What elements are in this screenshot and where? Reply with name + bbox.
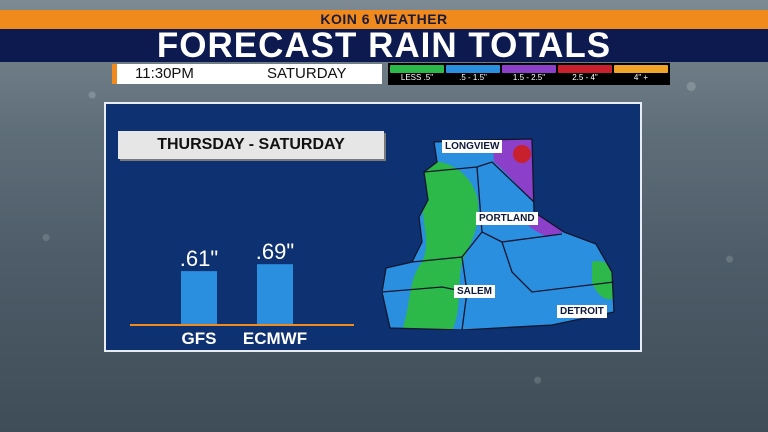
forecast-panel: THURSDAY - SATURDAY .61" GFS .69" ECMWF bbox=[104, 102, 642, 352]
time-box: 11:30PM SATURDAY bbox=[112, 64, 382, 84]
legend-swatch-2 bbox=[502, 65, 556, 73]
bar-value-label-ecmwf: .69" bbox=[256, 239, 294, 264]
legend-entry-1: .5 - 1.5" bbox=[446, 65, 500, 83]
page-title: FORECAST RAIN TOTALS bbox=[0, 28, 768, 63]
chart-title: THURSDAY - SATURDAY bbox=[118, 131, 384, 159]
map-county-lines bbox=[381, 138, 615, 331]
legend-label-3: 2.5 - 4" bbox=[572, 73, 598, 82]
station-banner: KOIN 6 WEATHER bbox=[0, 10, 768, 29]
city-detroit: DETROIT bbox=[557, 305, 607, 318]
rain-bar-chart: .61" GFS .69" ECMWF bbox=[130, 239, 354, 348]
rain-legend: LESS .5" .5 - 1.5" 1.5 - 2.5" 2.5 - 4" 4… bbox=[388, 63, 670, 85]
legend-label-1: .5 - 1.5" bbox=[459, 73, 487, 82]
map-shapes bbox=[381, 138, 615, 331]
bar-ecmwf bbox=[257, 264, 293, 324]
legend-swatch-4 bbox=[614, 65, 668, 73]
legend-label-0: LESS .5" bbox=[400, 73, 434, 82]
time-label: 11:30PM bbox=[135, 65, 194, 82]
legend-entry-2: 1.5 - 2.5" bbox=[502, 65, 556, 83]
legend-label-2: 1.5 - 2.5" bbox=[512, 73, 546, 82]
legend-entry-0: LESS .5" bbox=[390, 65, 444, 83]
category-label-ecmwf: ECMWF bbox=[243, 329, 307, 348]
legend-swatch-1 bbox=[446, 65, 500, 73]
legend-entry-3: 2.5 - 4" bbox=[558, 65, 612, 83]
city-portland: PORTLAND bbox=[476, 212, 538, 225]
day-label: SATURDAY bbox=[267, 65, 347, 82]
legend-label-4: 4" + bbox=[633, 73, 649, 82]
legend-entry-4: 4" + bbox=[614, 65, 668, 83]
category-label-gfs: GFS bbox=[182, 329, 217, 348]
rain-map: LONGVIEW PORTLAND SALEM DETROIT bbox=[381, 122, 620, 331]
legend-swatch-3 bbox=[558, 65, 612, 73]
bar-value-label-gfs: .61" bbox=[180, 246, 218, 271]
legend-swatch-0 bbox=[390, 65, 444, 73]
map-region-red bbox=[513, 145, 531, 163]
city-longview: LONGVIEW bbox=[442, 140, 503, 153]
city-salem: SALEM bbox=[454, 285, 495, 298]
bar-gfs bbox=[181, 271, 217, 324]
